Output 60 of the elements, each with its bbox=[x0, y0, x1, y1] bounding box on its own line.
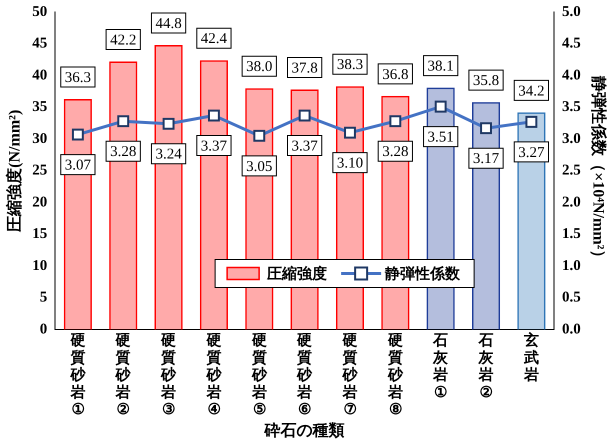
y2-tick-label: 5.0 bbox=[562, 4, 581, 20]
data-label: 42.2 bbox=[110, 32, 136, 48]
data-label: 38.3 bbox=[336, 57, 364, 74]
y2-tick-label: 4.0 bbox=[562, 67, 581, 84]
data-label: 3.24 bbox=[155, 146, 182, 163]
legend-label: 圧縮強度 bbox=[266, 264, 328, 282]
x-axis-title: 砕石の種類 bbox=[264, 422, 345, 440]
y-tick-label: 15 bbox=[32, 226, 48, 242]
y2-tick-label: 2.5 bbox=[562, 162, 581, 179]
y-tick-label: 45 bbox=[32, 36, 48, 52]
y-tick-label: 25 bbox=[32, 162, 48, 179]
data-label: 3.37 bbox=[292, 138, 318, 154]
x-tick-label: 硬質砂岩② bbox=[114, 332, 132, 418]
y-tick-label: 10 bbox=[32, 258, 48, 274]
data-label: 44.8 bbox=[155, 16, 182, 32]
y2-tick-label: 3.5 bbox=[562, 99, 581, 116]
data-label: 38.1 bbox=[428, 58, 454, 75]
data-label: 42.4 bbox=[200, 31, 228, 48]
y-tick-label: 0 bbox=[40, 321, 48, 338]
y-tick-label: 50 bbox=[32, 4, 48, 20]
y-axis-title: 圧縮強度(N/mm²) bbox=[4, 110, 24, 233]
x-tick-label: 玄武岩 bbox=[522, 331, 539, 384]
y2-tick-label: 1.5 bbox=[562, 226, 581, 242]
y2-tick-label: 0.0 bbox=[562, 321, 581, 338]
y-tick-label: 40 bbox=[32, 67, 48, 84]
y-tick-label: 30 bbox=[32, 130, 48, 147]
data-label: 35.8 bbox=[472, 73, 500, 90]
x-tick-label: 硬質砂岩① bbox=[69, 332, 86, 418]
data-label: 36.8 bbox=[382, 66, 408, 83]
y2-tick-label: 1.0 bbox=[562, 258, 581, 274]
data-label: 3.05 bbox=[246, 158, 272, 175]
y-tick-label: 5 bbox=[40, 290, 48, 306]
data-label: 3.27 bbox=[518, 144, 545, 161]
x-tick-label: 石灰岩① bbox=[432, 333, 450, 401]
data-label: 37.8 bbox=[292, 60, 318, 76]
data-label: 3.37 bbox=[200, 138, 228, 154]
x-tick-label: 硬質砂岩⑤ bbox=[250, 332, 268, 418]
data-label: 38.0 bbox=[246, 59, 272, 76]
data-label: 3.07 bbox=[64, 158, 92, 174]
y2-tick-label: 4.5 bbox=[562, 36, 581, 52]
data-label: 3.17 bbox=[472, 151, 500, 168]
x-tick-label: 石灰岩② bbox=[478, 333, 495, 401]
data-label: 3.28 bbox=[382, 144, 408, 160]
y2-tick-label: 3.0 bbox=[562, 130, 581, 147]
y-tick-label: 35 bbox=[32, 99, 48, 116]
x-tick-label: 硬質砂岩⑧ bbox=[386, 332, 404, 418]
data-label: 34.2 bbox=[518, 83, 544, 100]
data-label: 3.28 bbox=[110, 144, 136, 160]
data-label: 3.10 bbox=[336, 156, 364, 172]
x-tick-label: 硬質砂岩③ bbox=[160, 332, 178, 418]
x-tick-label: 硬質砂岩④ bbox=[205, 332, 222, 418]
data-label: 36.3 bbox=[64, 70, 91, 86]
y2-axis-title: 静弾性係数（×10⁴N/mm²） bbox=[589, 75, 608, 266]
x-tick-label: 硬質砂岩⑥ bbox=[296, 332, 314, 418]
y-tick-label: 20 bbox=[32, 194, 48, 210]
y2-tick-label: 2.0 bbox=[562, 194, 581, 210]
y2-tick-label: 0.5 bbox=[562, 290, 581, 306]
legend-label: 静弾性係数 bbox=[384, 265, 462, 282]
data-label: 3.51 bbox=[428, 130, 454, 146]
x-tick-label: 硬質砂岩⑦ bbox=[341, 332, 358, 418]
